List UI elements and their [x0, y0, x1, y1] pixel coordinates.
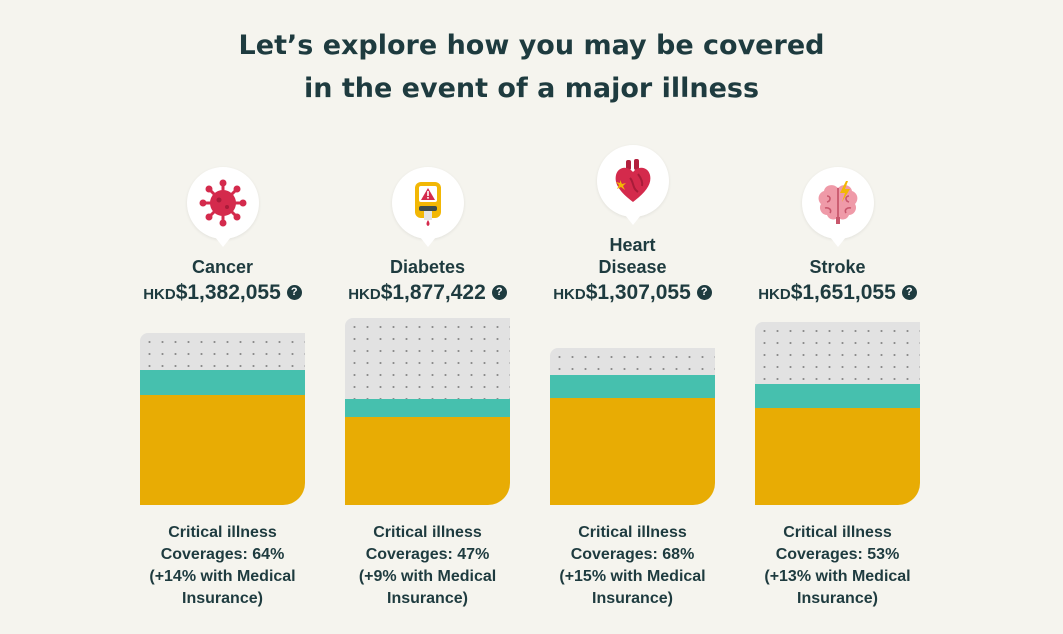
help-icon[interactable]: ?	[902, 285, 917, 300]
illness-name: Diabetes	[325, 256, 530, 278]
coverage-gap-segment	[345, 318, 510, 399]
coverage-bar	[140, 333, 305, 505]
heart-icon	[597, 145, 669, 217]
coverage-bar	[345, 318, 510, 505]
critical-illness-segment	[140, 395, 305, 505]
coverage-caption: Critical illness Coverages: 68% (+15% wi…	[530, 522, 735, 610]
illness-card-diabetes: Diabetes HKD$1,877,422? Critical illness…	[325, 0, 530, 634]
medical-insurance-segment	[345, 399, 510, 417]
cost-amount: $1,651,055	[791, 281, 896, 304]
medical-insurance-segment	[550, 375, 715, 398]
illness-card-cancer: Cancer HKD$1,382,055? Critical illness C…	[120, 0, 325, 634]
cost-amount: $1,382,055	[176, 281, 281, 304]
currency-label: HKD	[143, 286, 176, 303]
estimated-cost: HKD$1,307,055?	[530, 281, 735, 307]
illness-name: Heart Disease	[530, 234, 735, 278]
medical-insurance-segment	[140, 370, 305, 395]
estimated-cost: HKD$1,382,055?	[120, 281, 325, 307]
cost-amount: $1,877,422	[381, 281, 486, 304]
estimated-cost: HKD$1,877,422?	[325, 281, 530, 307]
virus-icon	[187, 167, 259, 239]
currency-label: HKD	[553, 286, 586, 303]
critical-illness-segment	[550, 398, 715, 505]
illness-name: Stroke	[735, 256, 940, 278]
coverage-gap-segment	[550, 348, 715, 375]
coverage-gap-segment	[755, 322, 920, 384]
help-icon[interactable]: ?	[697, 285, 712, 300]
estimated-cost: HKD$1,651,055?	[735, 281, 940, 307]
currency-label: HKD	[348, 286, 381, 303]
cost-amount: $1,307,055	[586, 281, 691, 304]
coverage-caption: Critical illness Coverages: 64% (+14% wi…	[120, 522, 325, 610]
critical-illness-segment	[345, 417, 510, 505]
medical-insurance-segment	[755, 384, 920, 408]
coverage-bar	[755, 322, 920, 505]
currency-label: HKD	[758, 286, 791, 303]
help-icon[interactable]: ?	[492, 285, 507, 300]
illness-name: Cancer	[120, 256, 325, 278]
coverage-bar	[550, 348, 715, 505]
illness-card-stroke: Stroke HKD$1,651,055? Critical illness C…	[735, 0, 940, 634]
coverage-caption: Critical illness Coverages: 47% (+9% wit…	[325, 522, 530, 610]
help-icon[interactable]: ?	[287, 285, 302, 300]
glucose-meter-icon	[392, 167, 464, 239]
brain-icon	[802, 167, 874, 239]
coverage-gap-segment	[140, 333, 305, 370]
critical-illness-segment	[755, 408, 920, 505]
coverage-caption: Critical illness Coverages: 53% (+13% wi…	[735, 522, 940, 610]
illness-card-heart-disease: Heart Disease HKD$1,307,055? Critical il…	[530, 0, 735, 634]
